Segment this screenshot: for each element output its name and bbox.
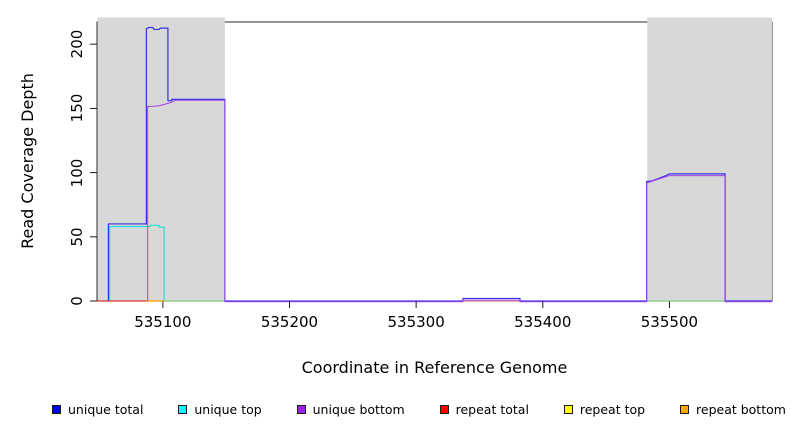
- y-tick-label: 0: [68, 296, 86, 306]
- x-axis-title: Coordinate in Reference Genome: [301, 358, 568, 377]
- x-tick-label: 535500: [640, 313, 699, 331]
- legend-label: repeat bottom: [696, 401, 786, 417]
- repeat-bottom-swatch-icon: [680, 404, 690, 414]
- y-tick-label: 50: [68, 227, 86, 247]
- x-tick-label: 535400: [514, 313, 572, 331]
- x-tick-label: 535300: [387, 313, 445, 331]
- coverage-chart: [90, 17, 773, 308]
- legend: unique total unique top unique bottom re…: [52, 398, 786, 420]
- x-tick-label: 535100: [134, 313, 192, 331]
- y-tick-label: 200: [68, 29, 86, 59]
- repeat-top-swatch-icon: [563, 404, 573, 414]
- legend-item-repeat-bottom: repeat bottom: [680, 402, 786, 417]
- legend-label: unique top: [194, 401, 262, 417]
- legend-item-unique-bottom: unique bottom: [296, 401, 405, 417]
- y-tick-label: 100: [68, 158, 86, 187]
- legend-item-unique-total: unique total: [52, 402, 143, 417]
- y-tick-label: 150: [68, 94, 86, 123]
- legend-item-unique-top: unique top: [178, 401, 262, 417]
- y-axis-title: Read Coverage Depth: [18, 73, 37, 249]
- unique-top-swatch-icon: [178, 404, 188, 414]
- legend-item-repeat-top: repeat top: [563, 401, 646, 417]
- x-tick-label: 535200: [260, 313, 319, 331]
- repeat-total-swatch-icon: [439, 404, 449, 414]
- legend-label: repeat top: [579, 401, 646, 417]
- unique-bottom-swatch-icon: [296, 404, 306, 414]
- legend-label: unique bottom: [312, 401, 405, 417]
- legend-label: repeat total: [455, 401, 529, 417]
- legend-label: unique total: [68, 401, 144, 417]
- legend-item-repeat-total: repeat total: [439, 401, 529, 417]
- unique-total-swatch-icon: [52, 404, 61, 414]
